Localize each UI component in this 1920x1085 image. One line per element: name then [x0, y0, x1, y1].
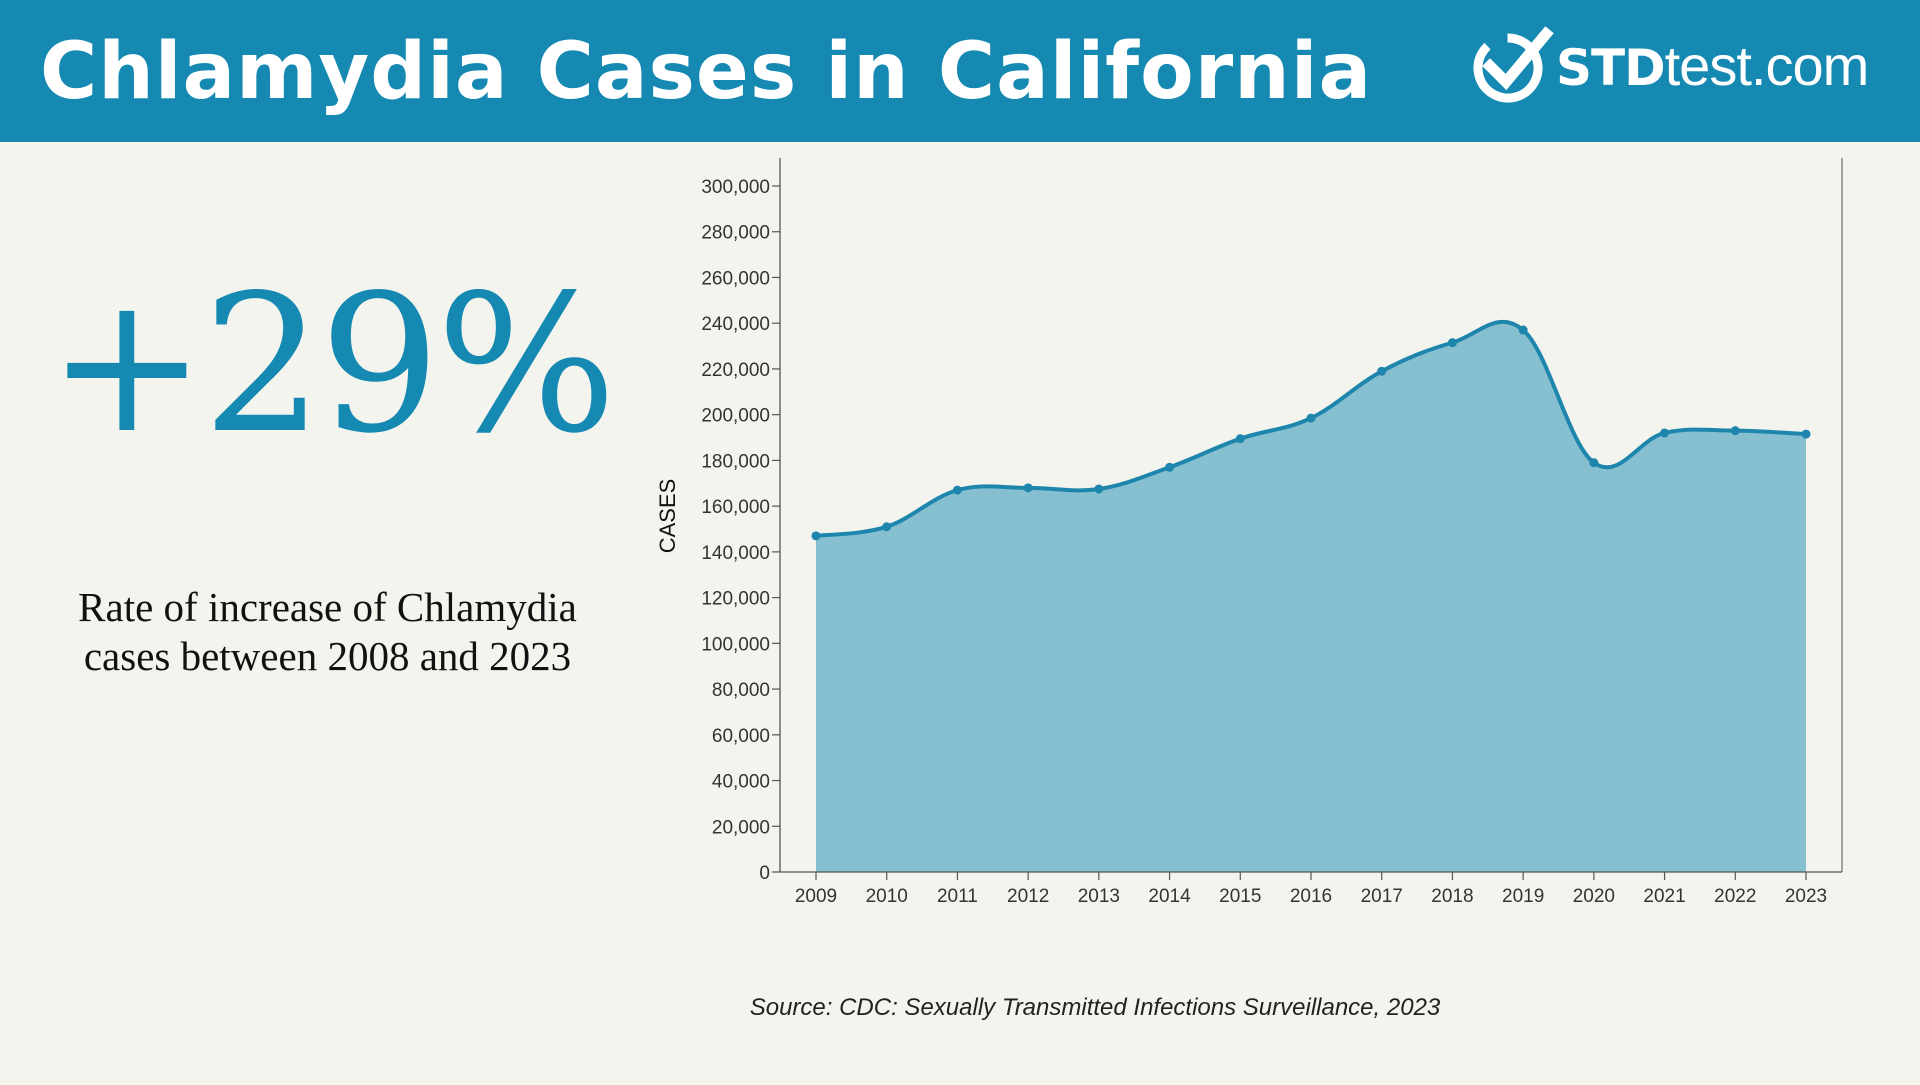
stat-description: Rate of increase of Chlamydia cases betw…	[78, 584, 577, 679]
data-point-2009	[811, 531, 821, 541]
x-tick-label: 2023	[1785, 886, 1827, 907]
logo-wordmark: STD test.com	[1556, 33, 1870, 98]
x-tick-label: 2015	[1219, 886, 1261, 907]
data-point-2015	[1235, 434, 1245, 444]
y-tick-label: 120,000	[701, 589, 770, 610]
stdtest-logo[interactable]: STD test.com	[1468, 20, 1870, 110]
logo-wordmark-light: test.com	[1664, 33, 1870, 97]
y-tick-label: 80,000	[712, 680, 770, 701]
y-axis-title: CASES	[655, 479, 680, 554]
header-banner: Chlamydia Cases in California STD test.c…	[0, 0, 1920, 142]
data-point-2020	[1589, 458, 1599, 468]
x-tick-label: 2013	[1078, 886, 1120, 907]
x-tick-label: 2022	[1714, 886, 1756, 907]
logo-wordmark-strong: STD	[1556, 38, 1666, 97]
y-tick-label: 180,000	[701, 451, 770, 472]
y-tick-label: 40,000	[712, 772, 770, 793]
data-point-2017	[1377, 366, 1387, 376]
x-tick-label: 2014	[1148, 886, 1191, 907]
y-tick-label: 140,000	[701, 543, 770, 564]
x-tick-label: 2020	[1573, 886, 1615, 907]
data-point-2023	[1801, 429, 1811, 439]
area-fill	[816, 321, 1806, 873]
x-tick-label: 2017	[1361, 886, 1403, 907]
data-point-2013	[1094, 484, 1104, 494]
y-tick-label: 260,000	[701, 268, 770, 289]
data-point-2014	[1165, 462, 1175, 472]
data-point-2018	[1447, 338, 1457, 348]
y-tick-label: 0	[759, 863, 770, 884]
series-line	[815, 319, 1807, 538]
source-note: Source: CDC: Sexually Transmitted Infect…	[749, 994, 1441, 1021]
data-point-2010	[882, 522, 892, 532]
y-tick-label: 200,000	[701, 406, 770, 427]
x-tick-label: 2016	[1290, 886, 1332, 907]
y-tick-label: 100,000	[701, 634, 770, 655]
x-tick-label: 2018	[1431, 886, 1473, 907]
data-point-2016	[1306, 413, 1316, 423]
data-point-2019	[1518, 325, 1528, 335]
data-point-2012	[1023, 483, 1033, 493]
y-tick-label: 280,000	[701, 223, 770, 244]
data-point-2022	[1730, 426, 1740, 436]
y-tick-label: 240,000	[701, 314, 770, 335]
x-tick-label: 2009	[795, 886, 837, 907]
y-tick-label: 160,000	[701, 497, 770, 518]
x-tick-label: 2019	[1502, 886, 1544, 907]
data-point-2021	[1660, 428, 1670, 438]
y-tick-label: 300,000	[701, 177, 770, 198]
page-title: Chlamydia Cases in California	[40, 27, 1373, 117]
x-tick-label: 2011	[937, 886, 978, 907]
x-tick-label: 2021	[1643, 886, 1685, 907]
y-tick-label: 20,000	[712, 817, 770, 838]
x-tick-label: 2010	[866, 886, 908, 907]
y-tick-label: 220,000	[701, 360, 770, 381]
checkmark-badge-icon	[1473, 26, 1554, 103]
percent-increase-stat: +29%	[47, 254, 617, 475]
x-tick-label: 2012	[1007, 886, 1049, 907]
data-point-2011	[952, 485, 962, 495]
y-tick-label: 60,000	[712, 726, 770, 747]
